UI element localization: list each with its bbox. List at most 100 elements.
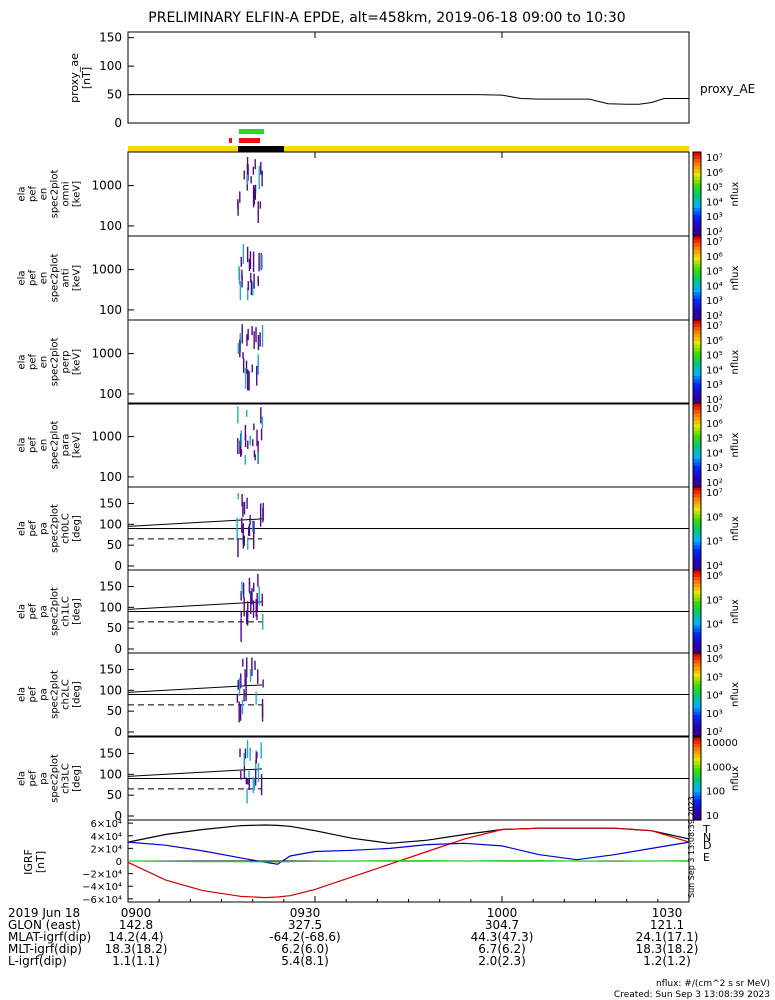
panel-y-label: ela pef en spec2plot para [keV] <box>17 421 83 470</box>
colorbar-segment <box>693 390 701 395</box>
colorbar-segment <box>693 183 701 188</box>
colorbar-segment <box>693 775 701 780</box>
colorbar-segment <box>693 538 701 543</box>
colorbar-segment <box>693 250 701 255</box>
y-tick-label: 100 <box>99 303 122 317</box>
y-tick-label: 100 <box>99 683 122 697</box>
igrf-legend-T: T <box>702 823 710 836</box>
y-label-line: spec2plot <box>50 670 61 719</box>
colorbar-segment <box>693 323 701 328</box>
colorbar-segment <box>693 563 701 568</box>
y-label-line: ela <box>17 771 28 786</box>
colorbar-tick-label: 10⁵ <box>706 434 723 445</box>
igrf-tick-label: 6×10⁴ <box>91 819 122 830</box>
igrf-tick-label: 0 <box>116 857 122 868</box>
colorbar-segment <box>693 677 701 682</box>
ephemeris-value: 1.2(1.2) <box>643 954 691 968</box>
proxy-ae-line <box>128 94 689 105</box>
colorbar-segment <box>693 785 701 790</box>
colorbar-segment <box>693 462 701 467</box>
colorbar-tick-label: 10000 <box>706 738 738 749</box>
colorbar-segment <box>693 666 701 671</box>
colorbar-segment <box>693 601 701 606</box>
colorbar-tick-label: 10⁷ <box>706 404 723 415</box>
colorbar-segment <box>693 487 701 492</box>
colorbar-segment <box>693 187 701 192</box>
colorbar-segment <box>693 455 701 460</box>
colorbar-segment <box>693 218 701 223</box>
y-tick-label: 100 <box>99 517 122 531</box>
loss-cone-line <box>127 684 263 693</box>
colorbar-segment <box>693 673 701 678</box>
colorbar-segment <box>693 427 701 432</box>
status-bar-yellow <box>128 146 689 152</box>
science-bar-red <box>239 138 260 143</box>
colorbar-segment <box>693 764 701 769</box>
panel-frame <box>127 151 690 237</box>
y-tick-label: 50 <box>107 704 122 718</box>
colorbar-segment <box>693 313 701 318</box>
ephemeris-value: 24.1(17.1) <box>636 930 699 944</box>
colorbar-segment <box>693 152 701 157</box>
colorbar-segment <box>693 632 701 637</box>
colorbar-tick-label: 10⁵ <box>706 351 723 362</box>
colorbar-segment <box>693 771 701 776</box>
colorbar-segment <box>693 309 701 314</box>
colorbar-segment <box>693 431 701 436</box>
colorbar-tick-label: 10⁵ <box>706 267 723 278</box>
ephemeris-value: 44.3(47.3) <box>471 930 534 944</box>
colorbar-segment <box>693 281 701 286</box>
colorbar-segment <box>693 386 701 391</box>
colorbar-segment <box>693 383 701 388</box>
colorbar-segment <box>693 434 701 439</box>
y-label-line: spec2plot <box>50 254 61 303</box>
colorbar-tick-label: 10⁵ <box>706 595 723 606</box>
panel-y-label: ela pef pa spec2plot ch0LC [deg] <box>17 504 83 553</box>
ephemeris-value: -64.2(-68.6) <box>269 930 340 944</box>
colorbar-tick-label: 10³ <box>706 463 723 474</box>
y-label-line: spec2plot <box>50 421 61 470</box>
colorbar-segment <box>693 413 701 418</box>
colorbar-tick-label: 10² <box>706 227 723 238</box>
colorbar-segment <box>693 253 701 258</box>
y-label-line: spec2plot <box>50 587 61 636</box>
y-label-line: en <box>39 272 50 285</box>
colorbar-tick-label: 10² <box>706 311 723 322</box>
colorbar-segment <box>693 552 701 557</box>
colorbar-segment <box>693 535 701 540</box>
colorbar-segment <box>693 476 701 481</box>
colorbar-segment <box>693 257 701 262</box>
y-tick-label: 100 <box>99 600 122 614</box>
colorbar-segment <box>693 792 701 797</box>
colorbar-segment <box>693 341 701 346</box>
y-label-line: [keV] <box>72 181 83 207</box>
colorbar-segment <box>693 559 701 564</box>
status-bars <box>128 129 689 152</box>
colorbar-segment <box>693 521 701 526</box>
y-tick-label: 1000 <box>91 347 122 361</box>
colorbar-segment <box>693 232 701 237</box>
colorbar-tick-label: 10³ <box>706 380 723 391</box>
igrf-line-N <box>127 827 690 899</box>
footer-created: Created: Sun Sep 3 13:08:39 2023 <box>614 990 770 1000</box>
colorbar-tick-label: 10⁵ <box>706 183 723 194</box>
colorbar-segment <box>693 162 701 167</box>
colorbar-segment <box>693 694 701 699</box>
colorbar-segment <box>693 611 701 616</box>
y-tick-label: 150 <box>99 747 122 761</box>
ephemeris-value: 18.3(18.2) <box>105 942 168 956</box>
y-label-line: spec2plot <box>50 504 61 553</box>
colorbar-segment <box>693 542 701 547</box>
colorbar-segment <box>693 320 701 325</box>
y-label-line: ela <box>17 354 28 369</box>
pitch-angle-panel-4: 150 100 50 0 ela pef pa spec2plot ch3LC [deg] 1000… <box>17 736 741 823</box>
igrf-y-label: IGRF [nT] <box>22 849 47 875</box>
colorbar-tick-label: 10⁴ <box>706 197 723 208</box>
colorbar-segment <box>693 566 701 571</box>
y-tick-label: 0 <box>114 725 122 739</box>
colorbar-segment <box>693 441 701 446</box>
colorbar-segment <box>693 260 701 265</box>
colorbar-segment <box>693 725 701 730</box>
igrf-legend-D: D <box>703 839 711 852</box>
